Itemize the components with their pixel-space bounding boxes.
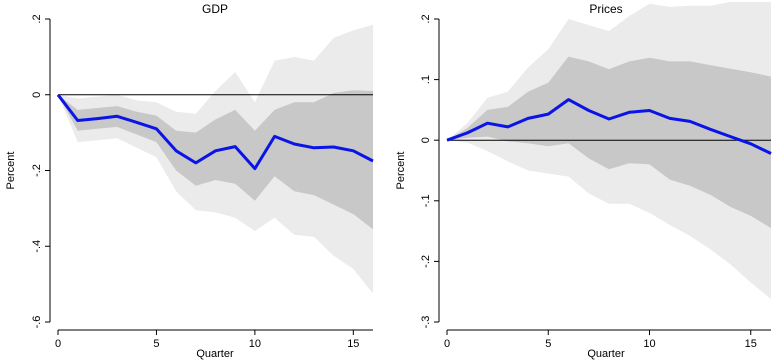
chart-title: GDP bbox=[202, 2, 228, 16]
chart-panel-2: .2 .1 0 -.1 -.2 -.3 0 5 10 15 Prices Quarter Percent bbox=[395, 2, 772, 360]
impulse-response-line bbox=[446, 98, 772, 155]
y-tick-label: -.1 bbox=[420, 194, 432, 207]
y-axis-label: Percent bbox=[395, 152, 407, 190]
x-tick-label: 0 bbox=[55, 338, 61, 350]
chart-panel-1: .2 0 -.2 -.4 -.6 0 5 10 15 GDP Quarter Percent bbox=[5, 2, 374, 360]
y-tick-label: .2 bbox=[31, 14, 43, 23]
y-tick-label: -.3 bbox=[420, 316, 432, 329]
x-tick-label: 5 bbox=[153, 338, 159, 350]
impulse-response-line bbox=[56, 93, 374, 171]
chart-title: Prices bbox=[589, 2, 622, 16]
y-tick-label: -.4 bbox=[31, 240, 43, 253]
x-tick-label: 10 bbox=[643, 338, 655, 350]
y-axis-label: Percent bbox=[5, 152, 17, 190]
x-tick-label: 0 bbox=[444, 338, 450, 350]
y-tick-label: .2 bbox=[420, 14, 432, 23]
inner-confidence-band bbox=[447, 56, 771, 229]
x-axis-label: Quarter bbox=[587, 348, 625, 360]
y-tick-label: .1 bbox=[420, 75, 432, 84]
x-axis-label: Quarter bbox=[196, 348, 234, 360]
x-tick-label: 10 bbox=[249, 338, 261, 350]
inner-confidence-band bbox=[58, 90, 373, 230]
x-tick-label: 5 bbox=[545, 338, 551, 350]
y-tick-label: 0 bbox=[31, 92, 43, 98]
y-tick-label: -.2 bbox=[420, 255, 432, 268]
y-tick-label: -.2 bbox=[31, 164, 43, 177]
x-tick-label: 15 bbox=[745, 338, 757, 350]
y-tick-label: 0 bbox=[420, 137, 432, 143]
x-tick-label: 15 bbox=[347, 338, 359, 350]
y-tick-label: -.6 bbox=[31, 316, 43, 329]
